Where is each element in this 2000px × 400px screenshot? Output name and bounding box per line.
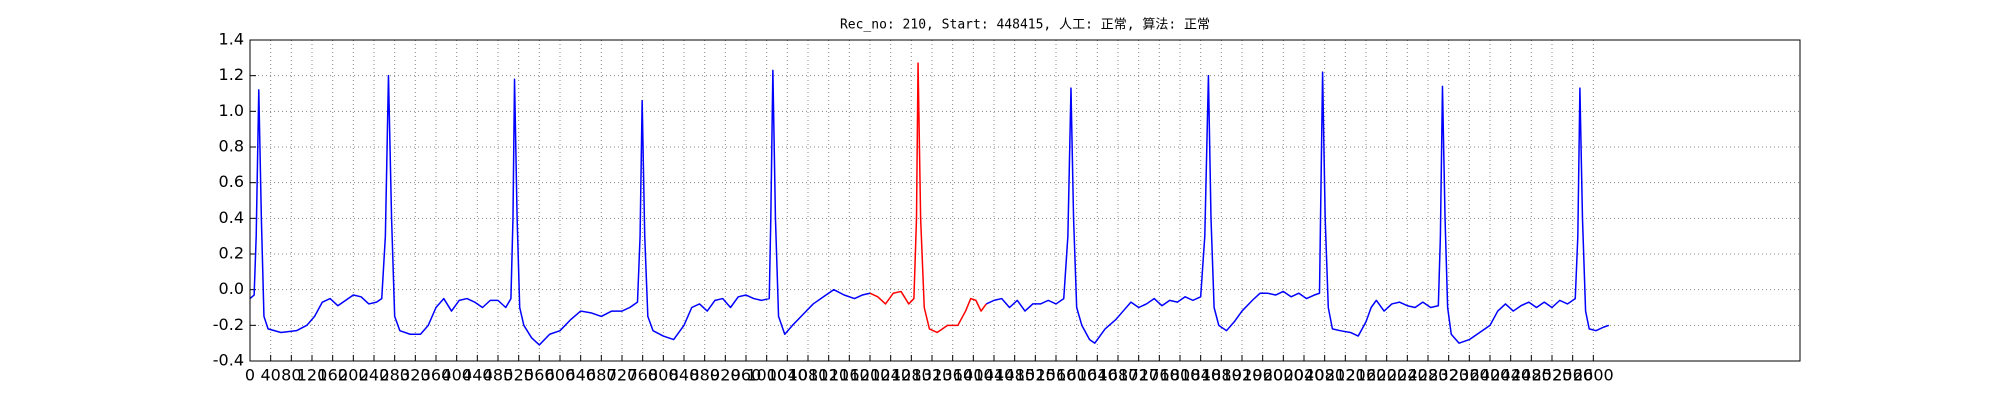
plot-frame [249,39,1801,362]
x-tick-label: 2200 [1366,366,1407,385]
x-tick-label: 1720 [1118,366,1159,385]
x-tick-label: 440 [462,366,493,385]
y-tick-label: 0.4 [219,208,244,227]
y-tick-label: -0.2 [213,315,244,334]
x-tick-label: 1280 [891,366,932,385]
x-tick-label: 1360 [932,366,973,385]
x-tick-label: 800 [648,366,679,385]
x-tick-label: 1840 [1180,366,1221,385]
x-tick-label: 320 [400,366,431,385]
x-tick-label: 2560 [1552,366,1593,385]
x-tick-label: 400 [441,366,472,385]
y-tick-label: 1.4 [219,30,244,49]
x-tick-label: 880 [689,366,720,385]
x-tick-label: 640 [565,366,596,385]
x-tick-label: 600 [545,366,576,385]
x-tick-label: 1560 [1036,366,1077,385]
x-tick-label: 520 [503,366,534,385]
x-tick-label: 1680 [1098,366,1139,385]
y-tick-label: 1.0 [219,101,244,120]
x-tick-label: 2480 [1511,366,1552,385]
x-tick-label: 1400 [953,366,994,385]
x-tick-label: 1960 [1242,366,1283,385]
y-tick-label: 0.8 [219,137,244,156]
ecg-line [249,69,1610,346]
x-tick-label: 2080 [1304,366,1345,385]
x-tick-label: 0 [245,366,255,385]
x-tick-label: 1440 [974,366,1015,385]
x-tick-label: 1080 [788,366,829,385]
x-tick-label: 1160 [829,366,870,385]
x-tick-label: 1320 [912,366,953,385]
x-tick-label: 2400 [1470,366,1511,385]
x-tick-label: 1040 [767,366,808,385]
x-tick-label: 80 [281,366,301,385]
x-tick-label: 760 [627,366,658,385]
x-tick-label: 280 [379,366,410,385]
x-tick-label: 1640 [1077,366,1118,385]
y-tick-label: -0.4 [213,351,244,370]
x-tick-label: 1600 [1056,366,1097,385]
x-tick-label: 2120 [1325,366,1366,385]
x-tick-label: 120 [297,366,328,385]
x-tick-label: 1920 [1222,366,1263,385]
y-tick-label: 0.2 [219,244,244,263]
x-tick-label: 560 [524,366,555,385]
x-tick-label: 2000 [1263,366,1304,385]
x-tick-label: 720 [607,366,638,385]
x-tick-label: 2280 [1408,366,1449,385]
x-tick-label: 2320 [1428,366,1469,385]
x-tick-label: 40 [260,366,280,385]
x-tick-label: 2040 [1284,366,1325,385]
x-tick-label: 1800 [1160,366,1201,385]
x-tick-label: 1120 [808,366,849,385]
x-tick-label: 2600 [1573,366,1614,385]
x-tick-label: 1880 [1201,366,1242,385]
chart-title: Rec_no: 210, Start: 448415, 人工: 正常, 算法: … [840,18,1210,33]
y-tick-label: 1.2 [219,65,244,84]
x-tick-label: 360 [421,366,452,385]
x-tick-label: 2440 [1490,366,1531,385]
x-tick-label: 240 [359,366,390,385]
x-tick-label: 840 [669,366,700,385]
x-tick-label: 680 [586,366,617,385]
x-tick-label: 2520 [1532,366,1573,385]
x-tick-label: 2360 [1449,366,1490,385]
x-tick-label: 2160 [1346,366,1387,385]
ecg-line [869,62,987,334]
x-tick-label: 960 [731,366,762,385]
x-tick-label: 1200 [850,366,891,385]
x-tick-label: 1240 [870,366,911,385]
x-tick-label: 160 [317,366,348,385]
x-tick-label: 1480 [994,366,1035,385]
x-tick-label: 1520 [1015,366,1056,385]
x-tick-label: 200 [338,366,369,385]
x-tick-label: 920 [710,366,741,385]
y-tick-label: 0.0 [219,279,244,298]
x-tick-label: 1760 [1139,366,1180,385]
x-tick-label: 1000 [746,366,787,385]
y-tick-label: 0.6 [219,172,244,191]
x-tick-label: 480 [483,366,514,385]
x-tick-label: 2240 [1387,366,1428,385]
